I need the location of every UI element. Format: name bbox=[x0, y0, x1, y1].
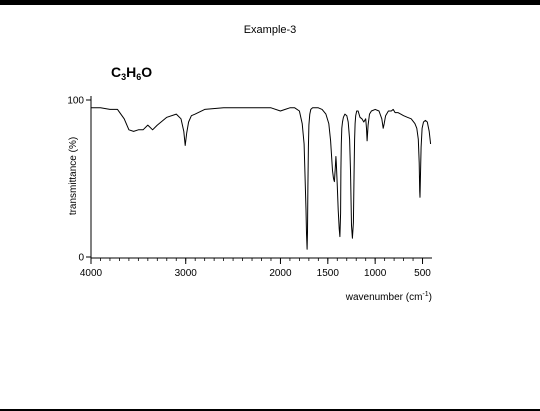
x-axis-label-end: ) bbox=[429, 292, 432, 303]
formula-hydrogen-count: 6 bbox=[136, 72, 142, 82]
x-axis-label-main: wavenumber (cm bbox=[345, 292, 423, 303]
x-tick-label: 1500 bbox=[317, 268, 340, 279]
x-tick-label: 2000 bbox=[269, 268, 292, 279]
y-tick-label: 0 bbox=[78, 253, 84, 264]
x-axis-label-sup: -1 bbox=[422, 291, 428, 298]
top-border bbox=[0, 0, 540, 5]
spectrum-line bbox=[91, 107, 432, 250]
bottom-border bbox=[0, 409, 540, 411]
x-tick-label: 3000 bbox=[175, 268, 198, 279]
y-axis-label: transmittance (%) bbox=[68, 137, 79, 215]
molecular-formula: C3H6O bbox=[111, 64, 152, 82]
formula-oxygen: O bbox=[141, 64, 153, 80]
chart-axes bbox=[90, 96, 432, 259]
chart-plot-area bbox=[91, 107, 432, 250]
formula-carbon-count: 3 bbox=[121, 72, 127, 82]
slide-title: Example-3 bbox=[243, 24, 297, 36]
x-tick-label: 1000 bbox=[364, 268, 387, 279]
formula-hydrogen: H bbox=[126, 64, 137, 80]
y-tick-label: 100 bbox=[67, 96, 84, 107]
x-axis-label: wavenumber (cm-1) bbox=[345, 291, 432, 303]
chart-ticks: 4000 3000 2000 1500 1000 500 0 100 bbox=[67, 96, 431, 280]
formula-carbon: C bbox=[111, 64, 122, 80]
x-tick-label: 4000 bbox=[80, 268, 103, 279]
x-tick-label: 500 bbox=[414, 268, 431, 279]
